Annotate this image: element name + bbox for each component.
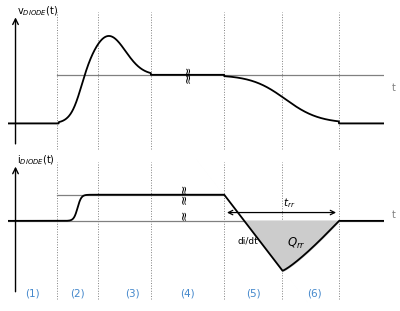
Text: (6): (6)	[307, 288, 322, 298]
Text: ≈: ≈	[177, 210, 190, 220]
Text: v$_{DIODE}$(t): v$_{DIODE}$(t)	[18, 5, 58, 18]
Text: ≈: ≈	[177, 194, 190, 204]
Text: (3): (3)	[125, 288, 139, 298]
Text: t: t	[392, 83, 395, 93]
Text: (4): (4)	[180, 288, 195, 298]
Text: ≈: ≈	[181, 66, 194, 77]
Text: ≈: ≈	[177, 183, 190, 194]
Text: (2): (2)	[70, 288, 85, 298]
Text: di/dt: di/dt	[237, 236, 258, 245]
Text: t: t	[392, 210, 395, 220]
Text: (1): (1)	[25, 288, 40, 298]
Text: i$_{DIODE}$(t): i$_{DIODE}$(t)	[18, 153, 55, 167]
Text: (5): (5)	[246, 288, 261, 298]
Text: $Q_{rr}$: $Q_{rr}$	[287, 236, 306, 251]
Text: $t_{rr}$: $t_{rr}$	[283, 196, 295, 210]
Text: ≈: ≈	[181, 72, 194, 83]
